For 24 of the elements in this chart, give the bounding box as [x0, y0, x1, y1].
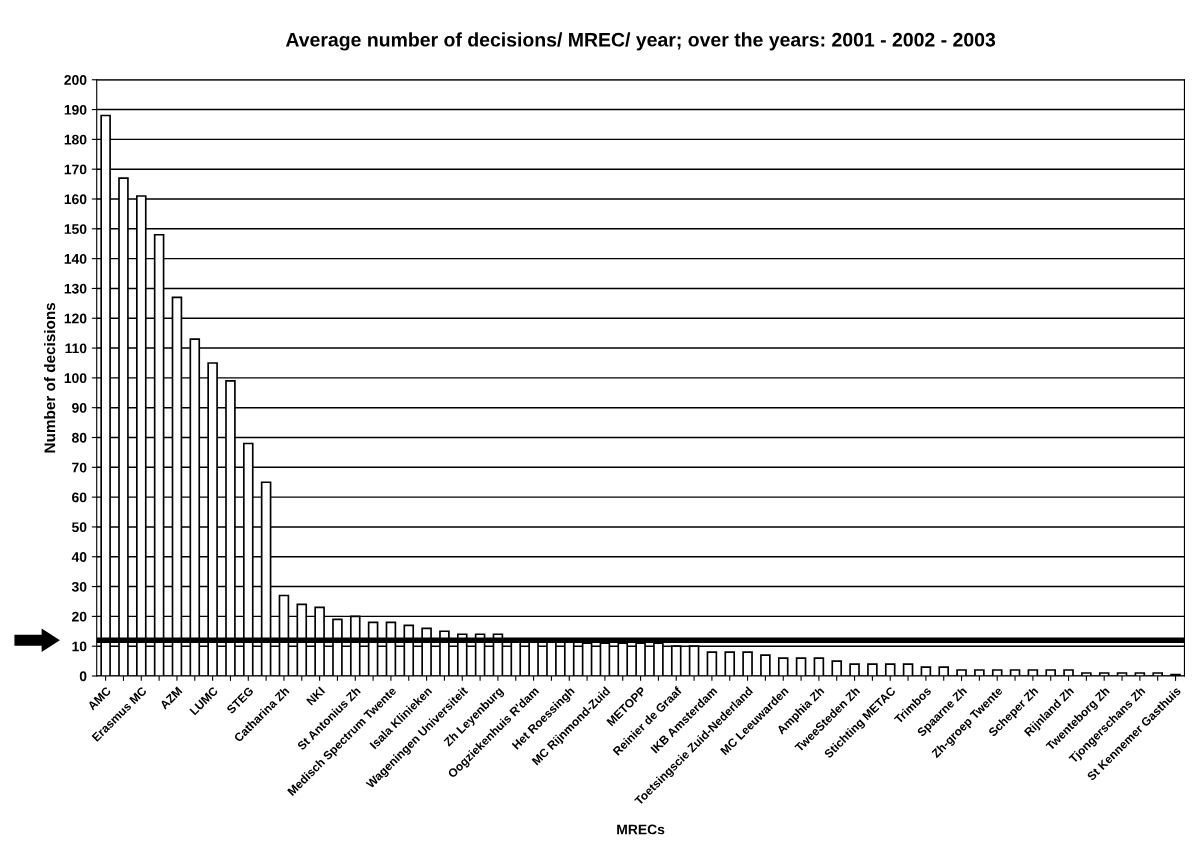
y-tick-label: 140	[64, 253, 87, 264]
y-tick-label: 20	[72, 611, 87, 622]
y-tick-label: 70	[72, 462, 87, 473]
y-tick-label: 50	[71, 522, 87, 533]
y-tick-label: 120	[64, 313, 87, 324]
y-tick-label: 200	[64, 75, 87, 85]
y-tick-label: 110	[65, 343, 87, 354]
y-tick-label: 130	[64, 283, 87, 294]
y-tick-label: 100	[64, 373, 87, 384]
x-axis-title: MRECs	[617, 824, 665, 835]
y-tick-label: 90	[72, 403, 87, 413]
y-tick-label: 190	[64, 104, 87, 115]
y-tick-label: 150	[64, 224, 87, 234]
y-tick-label: 160	[64, 194, 87, 205]
y-tick-label: 10	[72, 641, 87, 652]
chart-title: Average number of decisions/ MREC/ year; over the years: 2001 - 2002 - 2003	[285, 32, 996, 51]
y-axis-title: Number of decisions	[44, 302, 56, 453]
y-tick-label: 0	[79, 671, 87, 682]
y-tick-label: 180	[64, 134, 87, 145]
y-tick-label: 30	[71, 581, 87, 592]
y-tick-label: 60	[72, 492, 87, 503]
y-tick-label: 170	[64, 164, 87, 175]
y-tick-label: 40	[71, 552, 87, 562]
y-tick-label: 80	[71, 432, 87, 443]
